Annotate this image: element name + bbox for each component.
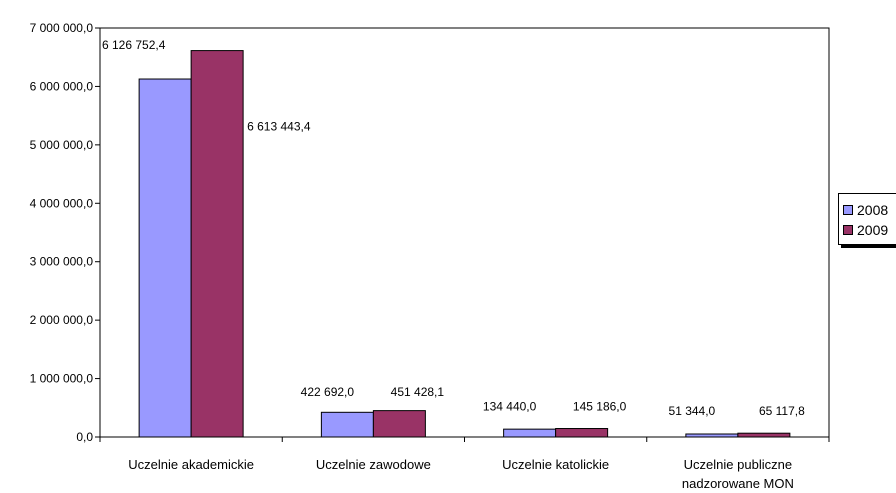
y-tick-label: 1 000 000,0 xyxy=(30,372,94,386)
y-tick-label: 6 000 000,0 xyxy=(30,79,94,93)
y-tick-label: 3 000 000,0 xyxy=(30,255,94,269)
x-category-label: Uczelnie akademickie xyxy=(128,457,254,472)
legend-swatch-2009 xyxy=(843,225,853,235)
bar-2008 xyxy=(503,428,557,438)
data-label-2009: 6 613 443,4 xyxy=(247,120,311,134)
bar-2008 xyxy=(685,433,739,438)
x-category-label: nadzorowane MON xyxy=(682,476,794,491)
data-label-2008: 134 440,0 xyxy=(483,400,537,414)
data-label-2008: 51 344,0 xyxy=(669,404,716,418)
bar-2009 xyxy=(190,50,244,438)
x-category-label: Uczelnie zawodowe xyxy=(316,457,431,472)
bar-2009 xyxy=(555,428,609,438)
y-tick-label: 0,0 xyxy=(76,430,93,444)
data-label-2009: 145 186,0 xyxy=(573,400,627,414)
legend-item-2008: 2008 xyxy=(843,202,888,218)
legend-label-2009: 2009 xyxy=(857,222,889,238)
legend-label-2008: 2008 xyxy=(857,202,889,218)
bar-2008 xyxy=(320,411,374,438)
bar-2008 xyxy=(138,78,192,438)
axis-layer xyxy=(95,27,830,442)
legend-item-2009: 2009 xyxy=(843,222,888,238)
data-label-2009: 65 117,8 xyxy=(759,404,805,418)
bar-2009 xyxy=(372,410,426,438)
x-category-label: Uczelnie katolickie xyxy=(502,457,609,472)
legend: 2008 2009 xyxy=(838,193,896,245)
data-label-2008: 6 126 752,4 xyxy=(102,38,166,52)
y-tick-label: 5 000 000,0 xyxy=(30,138,94,152)
y-tick-label: 7 000 000,0 xyxy=(30,21,94,35)
data-label-2009: 451 428,1 xyxy=(391,385,445,399)
labels-layer: 0,0 1 000 000,0 2 000 000,0 3 000 000,0 4 00… xyxy=(30,21,806,491)
bar-2009 xyxy=(737,432,791,438)
y-tick-label: 2 000 000,0 xyxy=(30,313,94,327)
bars-layer xyxy=(138,50,791,438)
x-category-label: Uczelnie publiczne xyxy=(684,457,792,472)
legend-swatch-2008 xyxy=(843,205,853,215)
y-tick-label: 4 000 000,0 xyxy=(30,196,94,210)
data-label-2008: 422 692,0 xyxy=(301,385,355,399)
